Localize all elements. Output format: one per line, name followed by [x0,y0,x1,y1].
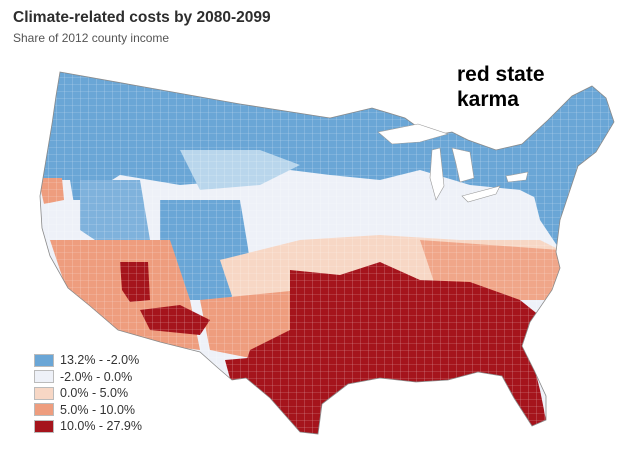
legend-swatch [34,370,54,384]
lake-superior [377,123,450,145]
legend-label: -2.0% - 0.0% [60,369,133,384]
legend-row: -2.0% - 0.0% [34,369,142,386]
lake-erie [461,185,501,203]
map-title: Climate-related costs by 2080-2099 [13,9,271,26]
legend-swatch [34,419,54,433]
map-subtitle: Share of 2012 county income [13,31,170,45]
annotation-line-1: red state [457,63,545,86]
us-outline [39,71,615,435]
legend-label: 0.0% - 5.0% [60,386,129,401]
lake-ontario [505,171,529,183]
legend-swatch [34,403,54,417]
lake-huron [451,147,475,183]
legend-row: 0.0% - 5.0% [34,385,142,402]
lake-michigan [429,147,445,201]
legend-label: 5.0% - 10.0% [60,402,136,417]
legend-row: 13.2% - -2.0% [34,352,142,369]
legend-row: 5.0% - 10.0% [34,402,142,419]
legend-label: 13.2% - -2.0% [60,353,140,368]
legend-label: 10.0% - 27.9% [60,419,142,434]
handwritten-annotation: red state karma [457,62,587,112]
legend-row: 10.0% - 27.9% [34,418,142,435]
map-legend: 13.2% - -2.0% -2.0% - 0.0% 0.0% - 5.0% 5… [34,352,142,435]
legend-swatch [34,353,54,367]
legend-swatch [34,386,54,400]
annotation-line-2: karma [457,88,519,111]
